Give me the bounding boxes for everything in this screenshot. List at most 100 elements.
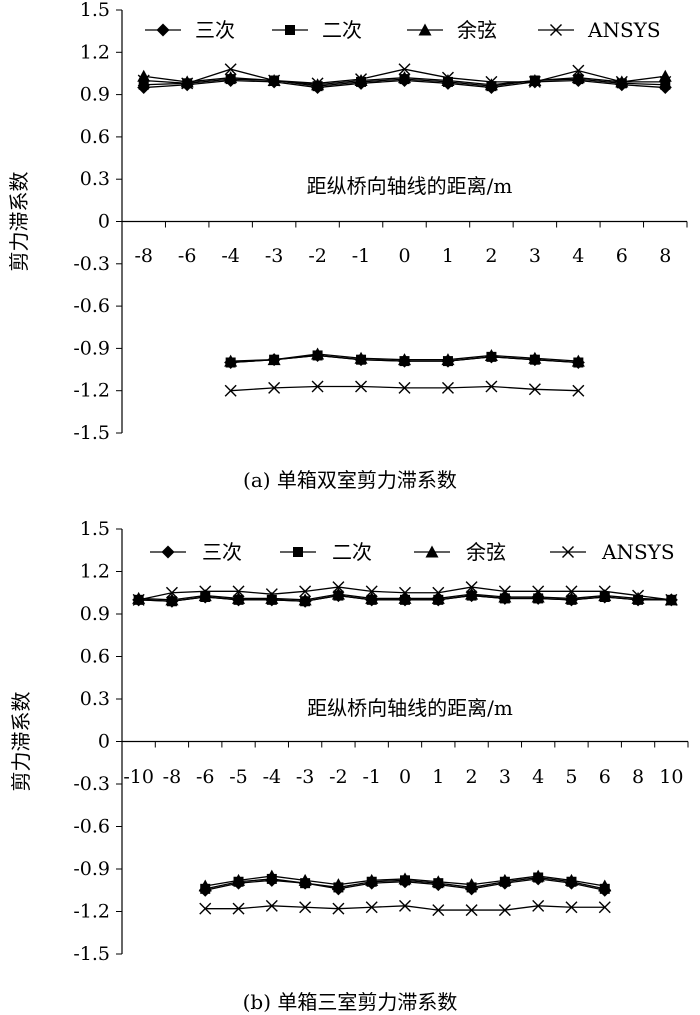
point-top-stroke-b xyxy=(665,593,678,606)
point-top-stroke-b xyxy=(615,75,628,88)
x-tick-label: 8 xyxy=(632,766,644,788)
point-bottom-stroke-b xyxy=(265,899,278,912)
point-bottom-stroke-b xyxy=(365,901,378,914)
y-tick-label: 1.2 xyxy=(80,561,110,583)
x-tick-label: 10 xyxy=(659,766,683,788)
x-axis-title: 距纵桥向轴线的距离/m xyxy=(307,174,513,198)
y-tick-label: 0.9 xyxy=(80,603,110,625)
legend-label: 三次 xyxy=(195,18,235,42)
point-bottom-stroke-b xyxy=(565,901,578,914)
point-top xyxy=(665,593,678,606)
y-tick-label: -0.3 xyxy=(73,773,110,795)
point-bottom-stroke-b xyxy=(199,902,212,915)
caption-a: (a) 单箱双室剪力滞系数 xyxy=(243,468,457,492)
point-bottom xyxy=(398,381,411,394)
y-axis-title: 剪力滞系数 xyxy=(7,172,31,272)
point-top-stroke-b xyxy=(299,585,312,598)
x-tick-label: -1 xyxy=(352,245,371,267)
point-bottom xyxy=(498,873,512,886)
point-bottom-stroke-b xyxy=(232,902,245,915)
x-tick-label: -2 xyxy=(329,766,348,788)
point-top xyxy=(659,75,672,88)
point-bottom xyxy=(485,380,498,393)
legend-marker xyxy=(418,23,432,36)
point-top-stroke-b xyxy=(498,585,511,598)
point-top-stroke-b xyxy=(485,75,498,88)
point-bottom-stroke-b xyxy=(224,384,237,397)
point-top xyxy=(331,587,345,600)
point-bottom xyxy=(598,879,612,892)
point-top xyxy=(564,591,578,604)
x-tick-label: -10 xyxy=(123,766,154,788)
point-top-stroke-b xyxy=(199,585,212,598)
legend-label: 余弦 xyxy=(466,540,506,564)
point-top xyxy=(224,71,238,84)
y-axis-title: 剪力滞系数 xyxy=(9,692,33,792)
point-bottom xyxy=(198,879,212,892)
point-top-stroke-b xyxy=(398,63,411,76)
point-bottom-stroke-b xyxy=(485,380,498,393)
point-top-stroke-b xyxy=(441,71,454,84)
point-top xyxy=(398,63,411,76)
x-tick-label: 6 xyxy=(599,766,611,788)
y-tick-label: 0.3 xyxy=(80,168,110,190)
point-bottom-stroke-b xyxy=(528,383,541,396)
point-top xyxy=(132,591,146,604)
point-bottom-stroke-b xyxy=(398,381,411,394)
chart-b: 1.5 1.2 0.9 0.6 0.3 0 -0.3 -0.6 -0.9 -1.2 -1.5 剪力滞系… xyxy=(9,518,689,965)
x-tick-label: -2 xyxy=(308,245,327,267)
legend-marker xyxy=(285,25,295,35)
point-top-stroke-b xyxy=(232,585,245,598)
point-top xyxy=(268,74,281,87)
legend-marker xyxy=(161,545,175,559)
point-top xyxy=(498,590,512,603)
point-bottom xyxy=(331,878,345,891)
point-bottom xyxy=(398,353,411,366)
point-top xyxy=(165,586,178,599)
point-top-stroke-b xyxy=(355,73,368,86)
point-top xyxy=(615,75,628,88)
y-tick-label: -0.6 xyxy=(73,295,110,317)
legend-marker-stroke-b xyxy=(550,24,562,36)
point-top xyxy=(485,75,498,88)
y-tick-label: 0 xyxy=(98,731,110,753)
point-top xyxy=(441,74,455,86)
legend-marker xyxy=(550,24,562,36)
point-top xyxy=(441,71,454,84)
point-top-stroke-b xyxy=(132,593,145,606)
x-tick-label: 2 xyxy=(485,245,497,267)
point-top xyxy=(232,591,246,604)
point-top xyxy=(232,585,245,598)
point-top-stroke-b xyxy=(265,588,278,601)
point-top xyxy=(365,591,379,604)
x-tick-label: -6 xyxy=(196,766,215,788)
caption-b: (b) 单箱三室剪力滞系数 xyxy=(242,990,458,1014)
point-top-stroke-b xyxy=(399,586,411,599)
x-tick-label: 2 xyxy=(466,766,478,788)
point-top xyxy=(598,589,612,602)
point-bottom xyxy=(232,902,245,915)
point-bottom xyxy=(265,869,279,882)
point-top xyxy=(631,591,645,604)
y-tick-label: 0.6 xyxy=(80,126,110,148)
legend-label: ANSYS xyxy=(601,540,675,564)
point-top xyxy=(398,71,411,84)
y-tick-label: -1.2 xyxy=(73,380,110,402)
point-bottom-stroke-b xyxy=(332,902,345,915)
point-top xyxy=(571,71,585,84)
y-tick-label: -1.5 xyxy=(73,943,110,965)
point-top xyxy=(632,589,645,602)
point-top-stroke-b xyxy=(332,581,345,594)
point-top xyxy=(565,585,578,598)
x-tick-label: 5 xyxy=(565,766,577,788)
point-bottom-stroke-b xyxy=(432,904,445,917)
x-tick-label: 0 xyxy=(399,766,411,788)
point-bottom xyxy=(232,873,246,886)
point-bottom-stroke-b xyxy=(498,904,511,917)
point-bottom-stroke-b xyxy=(299,901,312,914)
point-bottom xyxy=(399,899,411,912)
x-tick-label: 4 xyxy=(572,245,584,267)
point-bottom xyxy=(299,901,312,914)
point-bottom xyxy=(532,899,545,912)
point-top-stroke-b xyxy=(165,586,178,599)
